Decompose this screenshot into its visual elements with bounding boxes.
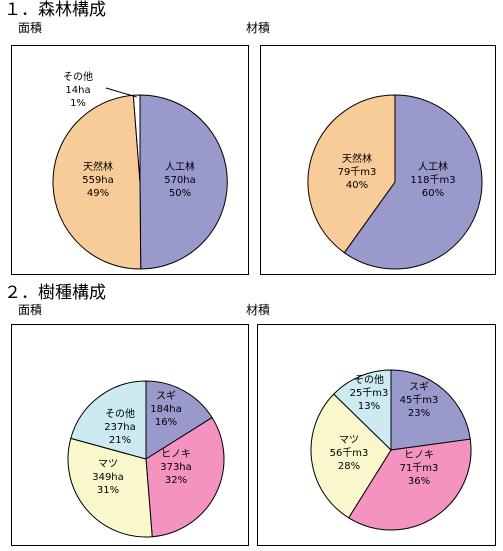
pie-slice — [333, 369, 392, 452]
slice-name-label: スギ — [409, 381, 429, 393]
slice-value-label: 45千m3 — [400, 394, 439, 406]
section-title-forest: １．森林構成 — [4, 0, 106, 20]
leader-line — [105, 87, 137, 98]
chart-panel-forest-area: 人工林 570ha 50% 天然林 559ha 49% その他 14ha 1% — [11, 45, 249, 275]
slice-percent-label: 32% — [165, 475, 187, 486]
slice-percent-label: 50% — [169, 188, 191, 199]
slice-percent-label: 40% — [346, 180, 368, 191]
slice-percent-label: 60% — [422, 188, 444, 199]
slice-name-label: 人工林 — [165, 160, 195, 173]
pie-chart-species-area: スギ 184ha 16% ヒノキ 373ha 32% マツ 349ha 31% その他 237ha 2… — [67, 380, 225, 538]
slice-name-label: ヒノキ — [161, 448, 191, 460]
slice-value-label: 373ha — [160, 462, 192, 473]
slice-percent-label: 16% — [155, 417, 177, 428]
chart-panel-species-area: スギ 184ha 16% ヒノキ 373ha 32% マツ 349ha 31% その他 237ha 2… — [11, 324, 249, 546]
slice-label: その他 237ha 21% — [104, 407, 136, 446]
slice-value-label: 56千m3 — [330, 447, 369, 459]
slice-percent-label: 49% — [87, 188, 109, 199]
slice-name-label: 天然林 — [342, 152, 372, 165]
slice-value-label: 570ha — [164, 175, 196, 186]
slice-value-label: 184ha — [150, 404, 182, 415]
slice-value-label: 71千m3 — [400, 462, 439, 474]
pie-slice — [310, 393, 392, 519]
pie-slice — [307, 94, 396, 254]
slice-name-label: 天然林 — [83, 160, 113, 173]
label-species-area: 面積 — [18, 303, 43, 317]
slice-value-label: 237ha — [104, 422, 136, 433]
slice-label: マツ 349ha 31% — [92, 459, 124, 496]
label-forest-area: 面積 — [18, 21, 43, 35]
slice-percent-label: 23% — [408, 408, 430, 419]
pie-slice — [347, 438, 472, 531]
slice-name-label: スギ — [156, 390, 176, 402]
pie-slice — [132, 94, 141, 183]
label-species-volume: 材積 — [246, 303, 271, 317]
slice-percent-label: 31% — [97, 485, 119, 496]
pie-slice — [52, 94, 142, 270]
slice-value-label: 25千m3 — [350, 387, 389, 399]
pie-slice — [145, 416, 225, 538]
pie-slice — [139, 94, 228, 270]
slice-name-label: ヒノキ — [404, 449, 434, 461]
slice-value-label: 559ha — [82, 175, 114, 186]
pie-slice — [67, 437, 153, 538]
slice-label: 天然林 559ha 49% — [82, 160, 114, 199]
slice-value-label: 349ha — [92, 472, 124, 483]
slice-value-label: 118千m3 — [410, 174, 455, 186]
slice-name-label: その他 — [354, 373, 384, 386]
pie-slice — [390, 369, 471, 451]
slice-name-label: その他 — [105, 407, 135, 420]
slice-label: ヒノキ 373ha 32% — [160, 448, 192, 486]
slice-percent-label: 21% — [109, 435, 131, 446]
slice-name-label: その他 — [63, 70, 93, 83]
slice-value-label: 79千m3 — [338, 166, 377, 178]
slice-percent-label: 36% — [408, 476, 430, 487]
slice-label: その他 14ha 1% — [63, 70, 93, 109]
slice-name-label: 人工林 — [418, 160, 448, 173]
slice-name-label: マツ — [339, 435, 359, 446]
section-title-species: ２．樹種構成 — [4, 283, 106, 303]
pie-chart-forest-area: 人工林 570ha 50% 天然林 559ha 49% その他 14ha 1% — [52, 70, 228, 270]
pie-slice — [343, 94, 483, 270]
slice-value-label: 14ha — [65, 85, 90, 96]
label-forest-volume: 材積 — [246, 21, 271, 35]
chart-panel-forest-volume: 人工林 118千m3 60% 天然林 79千m3 40% — [260, 45, 496, 275]
slice-percent-label: 28% — [338, 461, 360, 472]
slice-label: スギ 184ha 16% — [150, 390, 182, 428]
slice-percent-label: 1% — [70, 98, 86, 109]
slice-percent-label: 13% — [358, 401, 380, 412]
slice-name-label: マツ — [98, 459, 118, 470]
pie-slice — [70, 380, 147, 460]
pie-slice — [145, 380, 213, 460]
slice-label: 人工林 570ha 50% — [164, 160, 196, 199]
chart-panel-species-volume: スギ 45千m3 23% ヒノキ 71千m3 36% マツ 56千m3 28% その他 25千m3 1… — [257, 324, 496, 546]
